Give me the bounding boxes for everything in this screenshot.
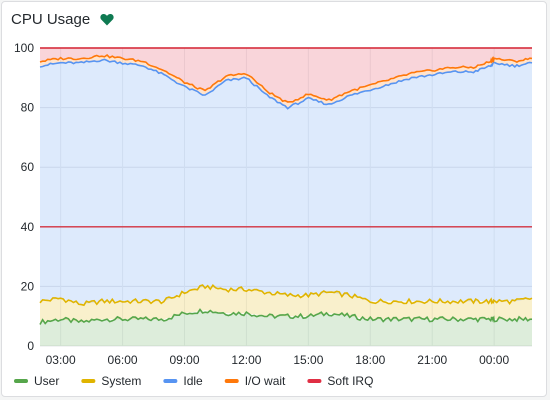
x-tick-label: 12:00 (231, 353, 261, 367)
area-idle (40, 59, 532, 305)
legend-item-user[interactable]: User (14, 374, 59, 388)
legend-item-soft-irq[interactable]: Soft IRQ (307, 374, 373, 388)
panel-header[interactable]: CPU Usage (11, 9, 114, 29)
panel-title: CPU Usage (11, 10, 91, 28)
y-tick-label: 80 (21, 101, 35, 115)
legend-item-i-o-wait[interactable]: I/O wait (224, 374, 286, 388)
area-system (40, 285, 532, 323)
legend-label: User (34, 374, 59, 388)
legend-label: Idle (183, 374, 203, 388)
legend-item-system[interactable]: System (81, 374, 141, 388)
line-idle[interactable] (39, 58, 533, 110)
legend-label: I/O wait (245, 374, 286, 388)
x-tick-label: 09:00 (169, 353, 199, 367)
x-tick-label: 18:00 (355, 353, 385, 367)
area-i-o-wait (40, 55, 532, 108)
y-tick-label: 40 (21, 220, 35, 234)
legend-swatch (307, 379, 322, 383)
legend-swatch (163, 379, 178, 383)
line-i-o-wait[interactable] (39, 53, 533, 103)
y-tick-label: 100 (14, 41, 34, 55)
legend-swatch (81, 379, 96, 383)
x-tick-label: 21:00 (417, 353, 447, 367)
line-user[interactable] (39, 308, 533, 325)
legend-label: Soft IRQ (327, 374, 373, 388)
x-tick-label: 03:00 (46, 353, 76, 367)
y-tick-label: 20 (21, 279, 35, 293)
y-tick-label: 60 (21, 160, 35, 174)
legend-item-idle[interactable]: Idle (163, 374, 203, 388)
x-tick-label: 15:00 (293, 353, 323, 367)
heart-icon (100, 13, 114, 25)
x-tick-label: 00:00 (479, 353, 509, 367)
legend-swatch (224, 379, 239, 383)
legend-swatch (14, 379, 28, 383)
line-system[interactable] (39, 283, 533, 307)
area-soft-irq (40, 48, 532, 104)
x-tick-label: 06:00 (108, 353, 138, 367)
legend-label: System (101, 374, 141, 388)
y-tick-label: 0 (27, 339, 34, 353)
